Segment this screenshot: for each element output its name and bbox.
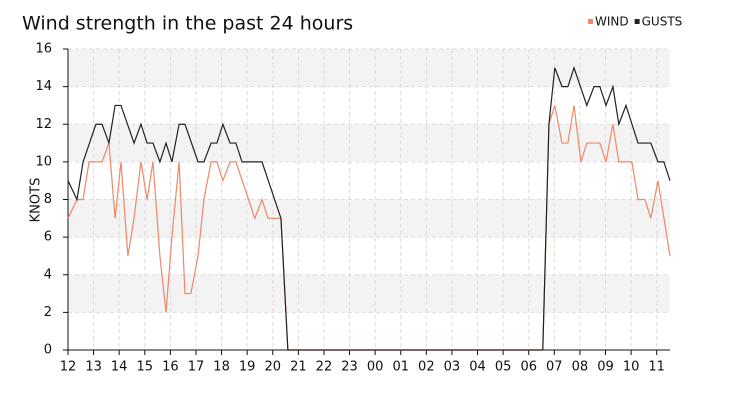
x-tick-label: 07 bbox=[546, 360, 563, 375]
x-tick-label: 09 bbox=[597, 360, 614, 375]
y-tick-label: 2 bbox=[44, 305, 52, 320]
y-tick-label: 14 bbox=[35, 79, 52, 94]
x-tick-label: 00 bbox=[367, 360, 384, 375]
y-axis-label: KNOTS bbox=[29, 178, 44, 223]
series-line bbox=[67, 65, 671, 351]
x-tick-label: 13 bbox=[85, 360, 102, 375]
x-tick-label: 12 bbox=[60, 360, 77, 375]
x-tick-label: 20 bbox=[264, 360, 281, 375]
x-tick-label: 16 bbox=[162, 360, 179, 375]
legend-label: GUSTS bbox=[642, 15, 683, 29]
chart-title: Wind strength in the past 24 hours bbox=[22, 13, 353, 35]
x-tick-label: 21 bbox=[290, 360, 307, 375]
y-tick-label: 4 bbox=[44, 267, 52, 282]
x-tick-label: 02 bbox=[418, 360, 435, 375]
legend-marker bbox=[634, 19, 640, 24]
x-tick-label: 14 bbox=[111, 360, 128, 375]
x-tick-label: 23 bbox=[341, 360, 358, 375]
y-tick-label: 6 bbox=[44, 230, 52, 245]
y-tick-label: 16 bbox=[35, 42, 52, 57]
series-line bbox=[67, 105, 671, 351]
x-tick-label: 11 bbox=[648, 360, 665, 375]
x-tick-label: 08 bbox=[572, 360, 589, 375]
legend-label: WIND bbox=[595, 15, 629, 29]
x-tick-label: 18 bbox=[213, 360, 230, 375]
legend-marker bbox=[588, 19, 593, 24]
y-tick-label: 10 bbox=[35, 154, 52, 169]
x-tick-label: 03 bbox=[444, 360, 461, 375]
x-tick-label: 06 bbox=[520, 360, 537, 375]
y-tick-label: 12 bbox=[35, 117, 52, 132]
x-tick-label: 01 bbox=[392, 360, 409, 375]
y-tick-label: 8 bbox=[44, 192, 52, 207]
x-tick-label: 19 bbox=[239, 360, 256, 375]
grid-band bbox=[68, 199, 670, 238]
x-tick-label: 05 bbox=[495, 360, 512, 375]
y-tick-label: 0 bbox=[44, 343, 52, 358]
x-tick-label: 17 bbox=[188, 360, 205, 375]
x-tick-label: 15 bbox=[137, 360, 154, 375]
x-tick-label: 10 bbox=[623, 360, 640, 375]
x-tick-label: 04 bbox=[469, 360, 486, 375]
x-tick-label: 22 bbox=[316, 360, 333, 375]
